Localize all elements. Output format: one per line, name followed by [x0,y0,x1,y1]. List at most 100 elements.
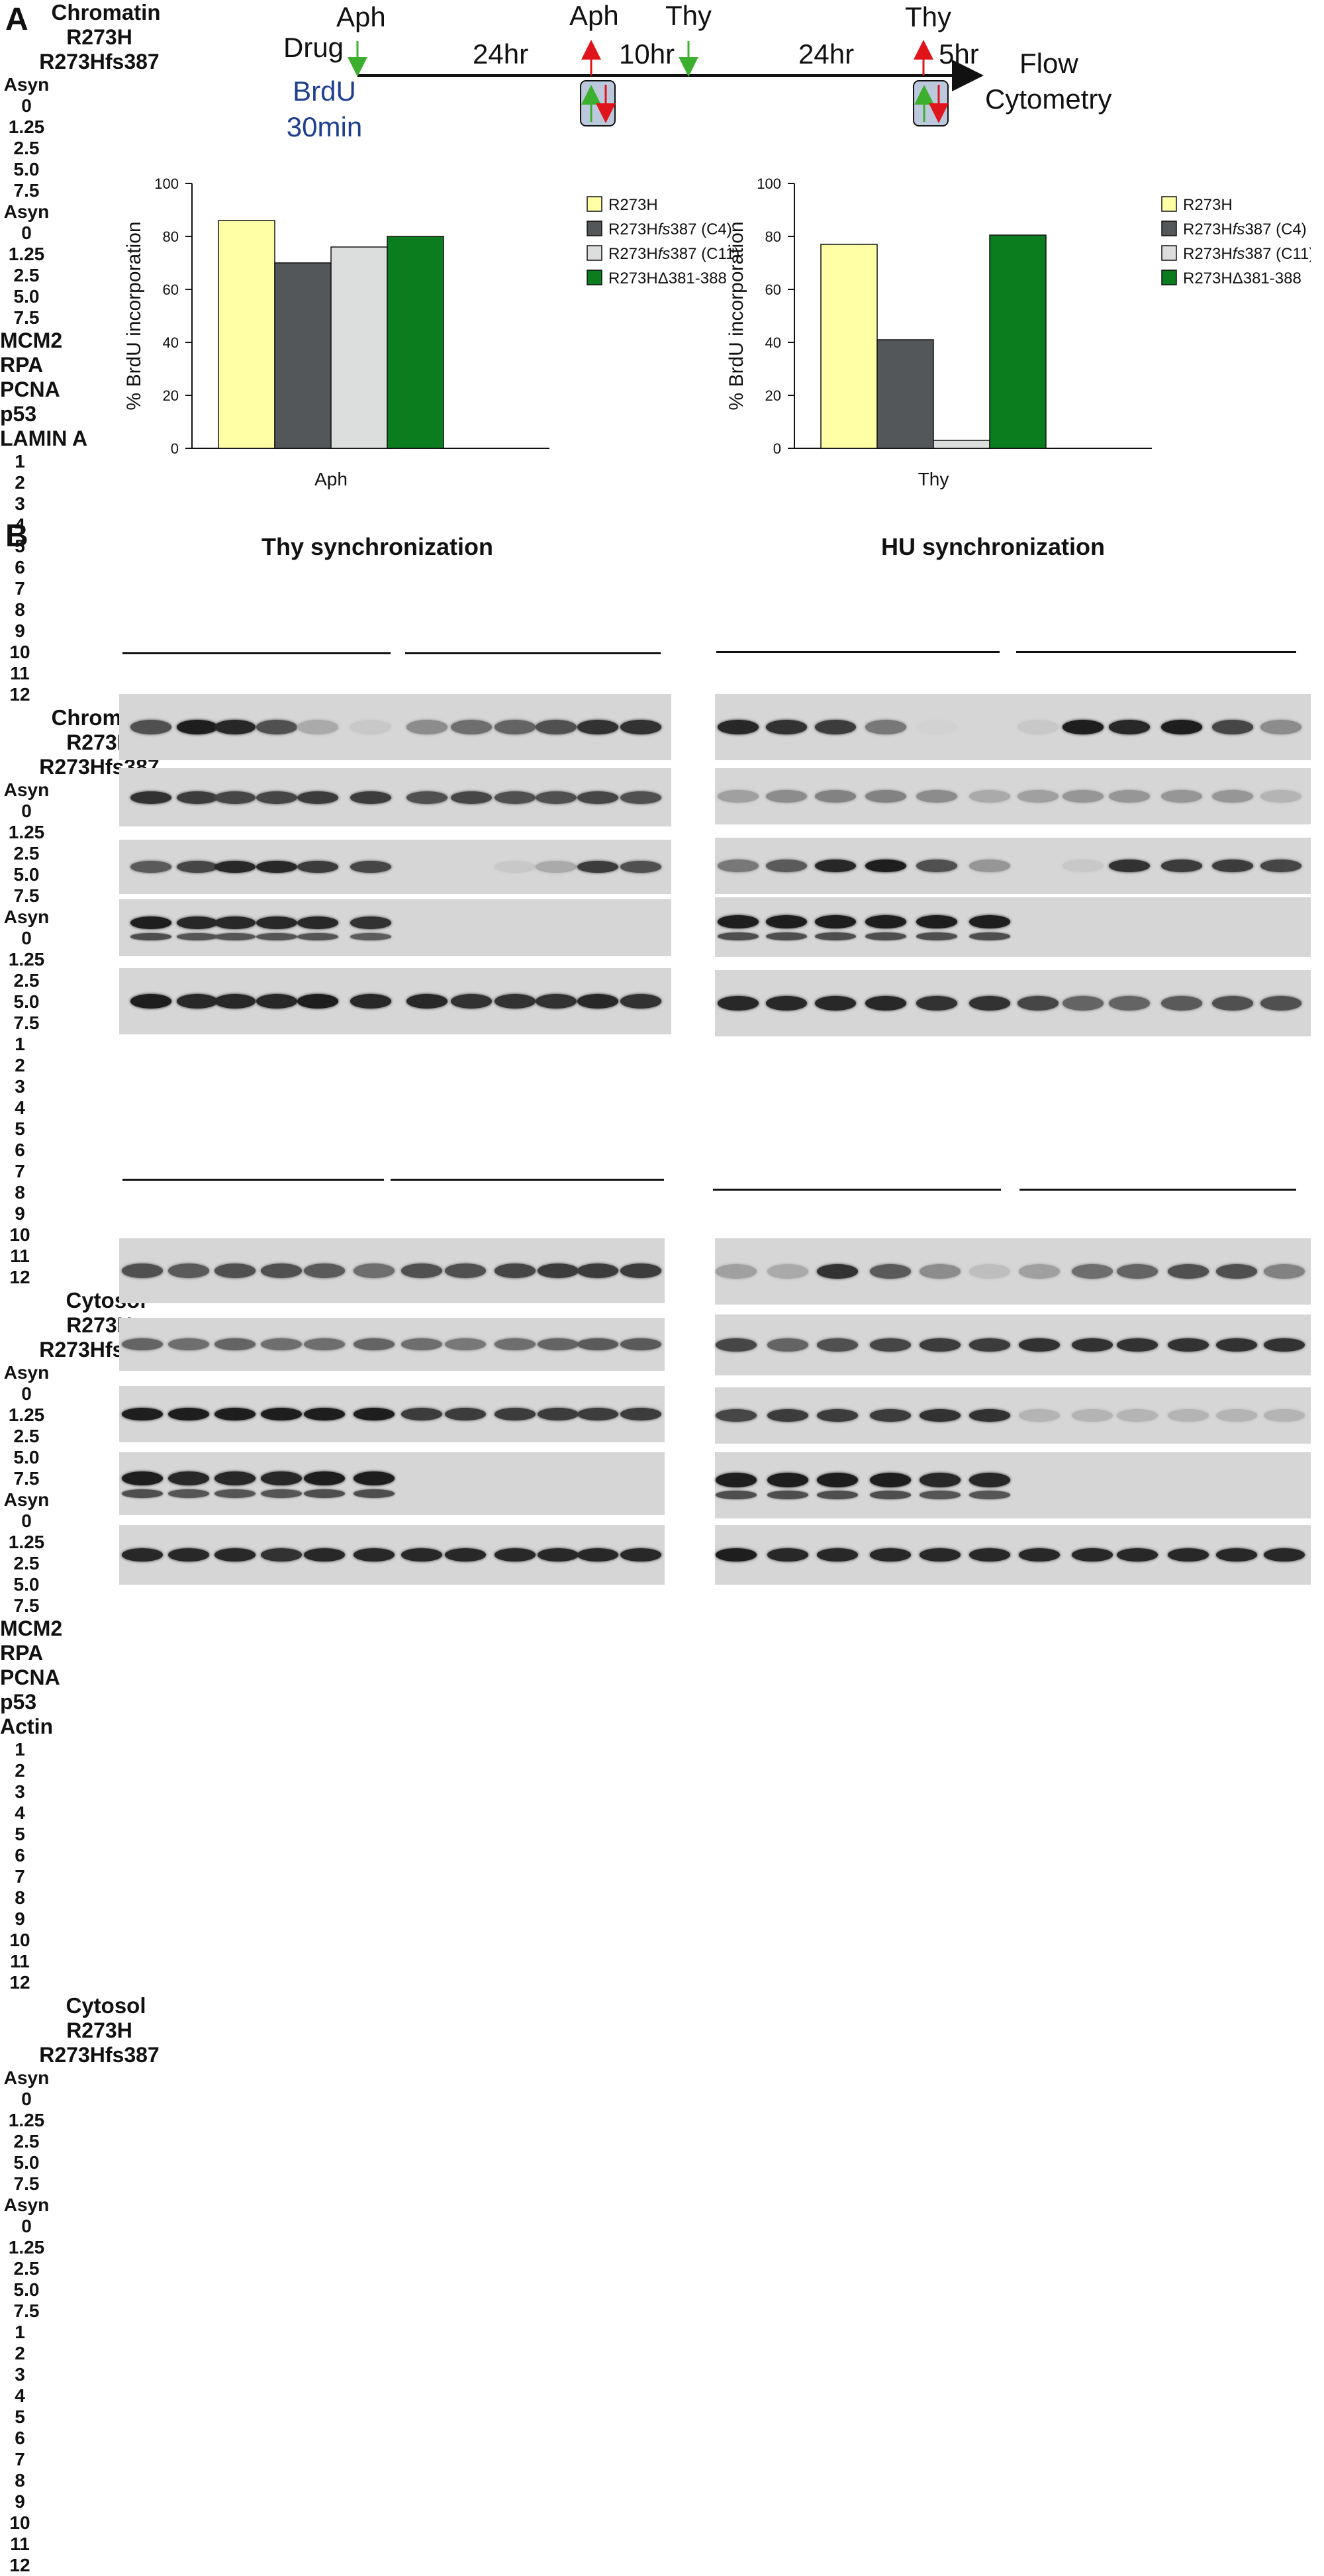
thy_chrom-fraction-title: Chromatin [51,0,161,25]
thy_cyto-lane-label: 2.5 [13,1553,40,1573]
hu_chrom-lane-number: 3 [15,1076,25,1097]
protein-band [256,933,297,940]
protein-band [350,933,391,940]
thy_chrom-lane-number: 2 [15,472,25,493]
protein-band [865,790,906,803]
thy_cyto-lane-number: 1 [15,1739,25,1759]
protein-band [969,1548,1010,1561]
y-tick-label: 40 [765,334,781,351]
thy_cyto-lane-number: 2 [15,1760,25,1781]
protein-band [716,1473,757,1487]
thy_cyto-group-underline-0 [122,1179,384,1181]
hu_cyto-lane-label: 1.25 [8,2237,45,2257]
protein-band [130,791,171,804]
protein-band [920,1473,961,1487]
protein-band [916,932,957,940]
bar-r273hfs387-c11- [330,246,388,449]
protein-band [122,1489,163,1498]
protein-band [538,1263,579,1278]
thy_chrom-lane-label: 7.5 [13,307,40,328]
protein-band [920,1264,961,1279]
protein-band [261,1548,302,1561]
protein-band [1168,1548,1209,1561]
thy_cyto-lane-label: 2.5 [13,1426,40,1446]
protein-band [870,1491,911,1499]
thy_cyto-lane-number: 9 [15,1908,25,1929]
thy_chrom-lane-number: 11 [10,663,30,683]
protein-band [354,1338,395,1350]
protein-band [256,720,297,734]
protein-band [401,1263,442,1278]
protein-band [1216,1548,1257,1561]
thy_chrom-blot-strip-rpa [119,768,671,826]
hu_cyto-lane-label: 2.5 [13,2258,40,2279]
legend-swatch [1161,270,1177,285]
protein-band [620,1548,661,1561]
thy_cyto-blot-strip-p53 [119,1452,665,1515]
protein-band [1019,1338,1060,1352]
protein-band [304,1408,345,1420]
protein-band [495,1408,536,1420]
thy_cyto-row-label-actin: Actin [0,1714,53,1738]
hu_cyto-blot-strip-mcm2 [715,1238,1311,1305]
protein-band [1117,1409,1158,1422]
timeline-interval-10hr: 10hr [619,38,675,70]
hu_cyto-lane-number: 5 [15,2406,25,2427]
protein-band [766,790,807,803]
hu-synchronization-title: HU synchronization [880,533,1106,560]
thy_cyto-lane-label: 1.25 [8,1532,45,1552]
protein-band [304,1263,345,1278]
thy_chrom-blot-strip-lamin-a [119,968,671,1034]
legend-entry: R273Hfs387 (C4) [608,221,732,238]
hu_chrom-blot-strip-p53 [715,897,1311,957]
protein-band [177,791,218,804]
protein-band [350,720,391,734]
protein-band [870,1473,911,1487]
protein-band [766,915,807,928]
protein-band [817,1338,858,1352]
hu_cyto-lane-label: 2.5 [13,2131,40,2152]
hu_cyto-lane-label: 7.5 [13,2301,40,2321]
protein-band [1264,1338,1305,1352]
y-tick-label: 60 [163,281,179,298]
protein-band [767,1473,808,1487]
protein-band [1260,790,1301,803]
thy_chrom-lane-label: 1.25 [8,117,45,137]
protein-band [536,861,577,873]
protein-band [1212,790,1253,803]
protein-band [969,915,1010,928]
protein-band [297,994,338,1009]
protein-band [445,1548,486,1561]
protein-band [538,1548,579,1561]
protein-band [261,1338,302,1350]
hu_chrom-lane-number: 7 [15,1161,25,1181]
protein-band [718,860,759,872]
thy_cyto-blot-strip-rpa [119,1318,665,1371]
protein-band [495,1548,536,1561]
hu_chrom-lane-number: 9 [15,1203,25,1224]
hu_cyto-lane-number: 12 [9,2555,30,2575]
thy_chrom-group-label-0: R273H [66,25,132,49]
protein-band [1017,720,1059,734]
thy_cyto-row-label-p53: p53 [0,1690,37,1714]
protein-band [297,861,338,873]
hu_cyto-lane-number: 9 [15,2491,25,2512]
protein-band [168,1408,209,1420]
protein-band [916,720,957,734]
protein-band [1161,790,1202,803]
protein-band [354,1471,395,1485]
protein-band [815,915,856,928]
protein-band [451,994,492,1009]
y-tick-label: 100 [757,175,781,192]
hu_cyto-lane-label: 7.5 [13,2173,40,2194]
protein-band [767,1548,808,1561]
hu_chrom-lane-number: 10 [9,1224,30,1245]
protein-band [350,861,391,873]
legend-swatch [587,245,602,261]
protein-band [130,933,171,940]
protein-band [718,996,759,1011]
thy_cyto-lane-number: 4 [15,1803,25,1823]
thy_cyto-lane-label: Asyn [3,1362,50,1383]
panel-b-letter: B [5,519,28,554]
protein-band [256,916,297,929]
